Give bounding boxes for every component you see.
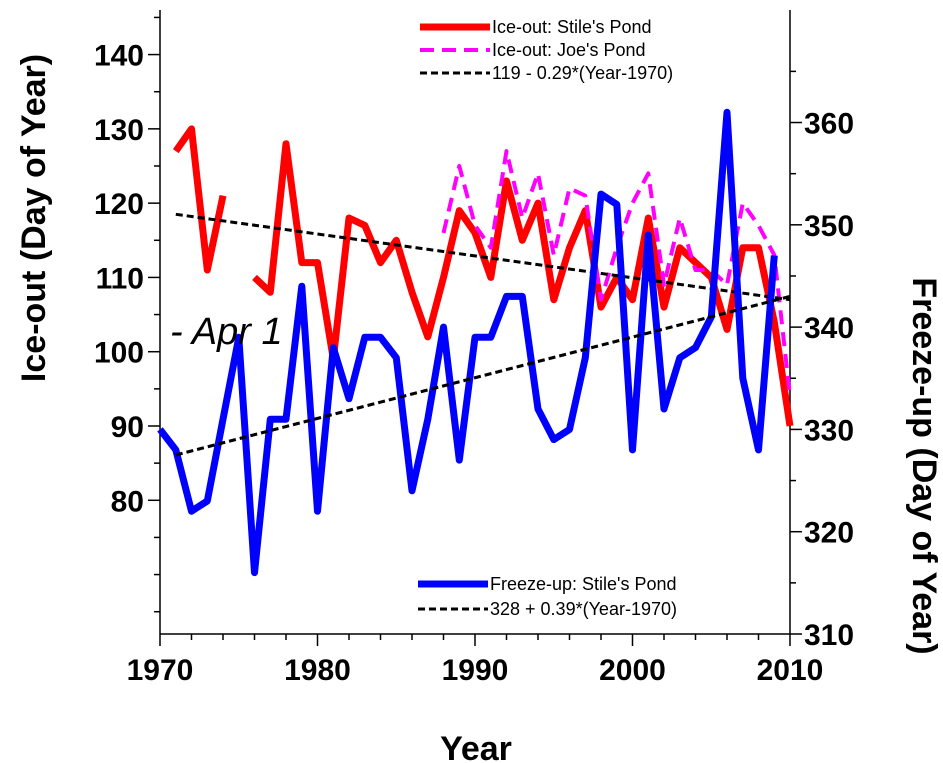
right-tick-label: 350 [804,210,854,243]
left-tick-label: 120 [94,188,144,221]
annotation-apr-1: - Apr 1 [170,311,283,353]
y-axis-title-left: Ice-out (Day of Year) [15,54,53,382]
legend-bottom: Freeze-up: Stile's Pond 328 + 0.39*(Year-… [418,574,677,619]
right-axis-ticks: 310 320 330 340 350 360 [790,70,854,652]
x-tick-label: 1970 [127,654,194,687]
x-tick-label: 2010 [757,654,824,687]
left-tick-label: 90 [111,411,144,444]
right-tick-label: 330 [804,414,854,447]
right-tick-label: 310 [804,619,854,652]
series-line-4 [175,294,791,457]
legend-label: Ice-out: Stile's Pond [492,17,652,37]
y-axis-title-right: Freeze-up (Day of Year) [905,277,943,654]
right-tick-label: 360 [804,108,854,141]
series-line-3 [157,108,778,577]
legend-label: Ice-out: Joe's Pond [492,40,646,60]
right-tick-label: 340 [804,312,854,345]
series-layer [157,108,794,577]
right-tick-label: 320 [804,517,854,550]
legend-top: Ice-out: Stile's Pond Ice-out: Joe's Pond… [420,17,673,83]
x-tick-label: 2000 [599,654,666,687]
legend-label: Freeze-up: Stile's Pond [490,574,677,594]
legend-label: 328 + 0.39*(Year-1970) [490,599,677,619]
x-axis-title: Year [440,730,512,763]
x-tick-label: 1990 [442,654,509,687]
left-tick-label: 100 [94,337,144,370]
series-line-0 [172,125,227,274]
legend-label: 119 - 0.29*(Year-1970) [492,63,673,83]
series-line-0 [252,140,794,427]
x-axis-ticks: 1970 1980 1990 2000 2010 [127,634,824,687]
series-line-2 [175,212,791,302]
x-tick-label: 1980 [284,654,351,687]
left-axis-ticks: 80 90 100 110 120 130 140 [94,16,160,613]
left-tick-label: 130 [94,114,144,147]
left-tick-label: 140 [94,40,144,73]
left-tick-label: 110 [96,262,144,295]
left-tick-label: 80 [111,485,144,518]
